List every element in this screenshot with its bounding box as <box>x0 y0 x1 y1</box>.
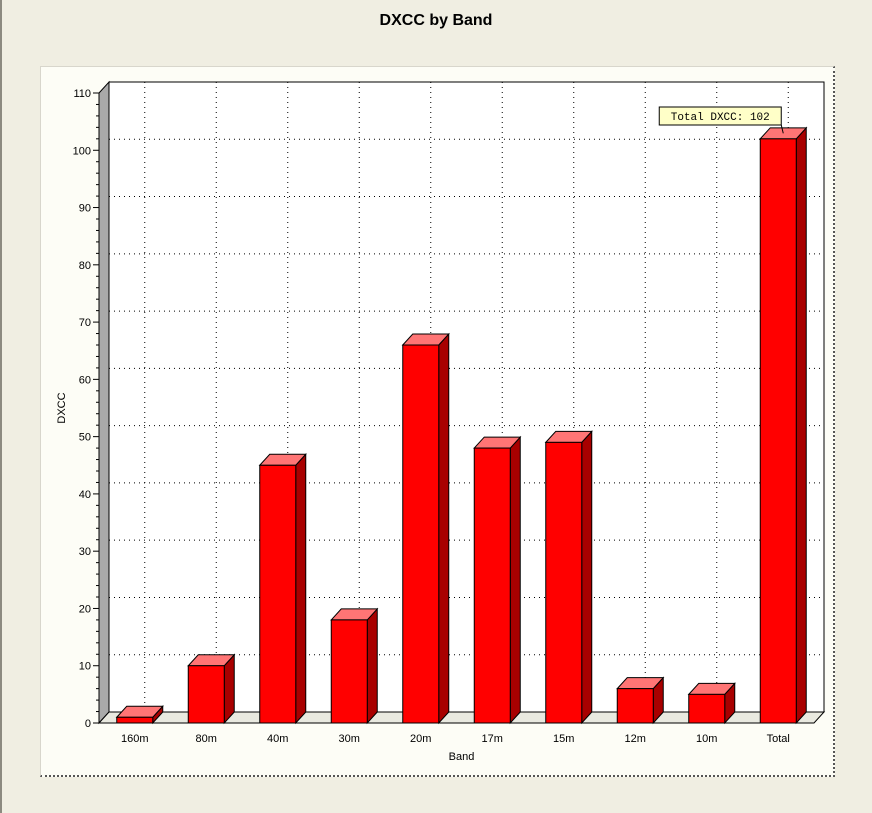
bar-30m <box>330 607 379 725</box>
bar-front <box>259 464 297 724</box>
annotation-label: Total DXCC: 102 <box>671 112 770 124</box>
y-tick-label: 40 <box>79 489 91 501</box>
bar-40m <box>258 452 307 725</box>
bar-front <box>616 688 654 724</box>
bar-side <box>438 332 450 725</box>
x-tick-label: 20m <box>410 733 431 745</box>
x-tick-label: 12m <box>625 733 646 745</box>
chart-walls <box>97 80 826 725</box>
chart-title: DXCC by Band <box>379 12 493 29</box>
y-tick-label: 60 <box>79 374 91 386</box>
y-tick-label: 90 <box>79 203 91 215</box>
y-axis-title: DXCC <box>56 392 68 423</box>
bars <box>115 126 808 725</box>
window-edge <box>0 0 2 813</box>
y-tick-label: 20 <box>79 603 91 615</box>
bar-side <box>223 653 235 725</box>
bar-side <box>581 430 593 725</box>
x-axis: 160m 80m 40m 30m 20m 17m 15m 12m 10m Total <box>99 722 814 745</box>
bar-80m <box>187 653 236 725</box>
x-tick-label: Total <box>767 733 790 745</box>
x-tick-label: 17m <box>482 733 503 745</box>
bar-side <box>795 126 807 725</box>
y-tick-label: 100 <box>73 145 91 157</box>
bar-front <box>688 693 726 724</box>
chart-panel: 0 10 20 30 40 50 60 70 80 90 100 110 160m 80m 40m 30m 2… <box>40 66 835 777</box>
x-axis-title: Band <box>449 751 475 763</box>
bar-15m <box>544 430 593 725</box>
bar-chart: 0 10 20 30 40 50 60 70 80 90 100 110 160m 80m 40m 30m 2… <box>56 80 826 763</box>
bar-front <box>330 619 368 724</box>
left-wall <box>98 80 110 725</box>
bar-front <box>187 665 225 724</box>
x-tick-label: 40m <box>267 733 288 745</box>
x-tick-label: 15m <box>553 733 574 745</box>
bar-total <box>759 126 808 725</box>
bar-front <box>473 447 511 724</box>
y-axis: 0 10 20 30 40 50 60 70 80 90 100 110 <box>73 88 100 730</box>
back-wall <box>108 81 825 713</box>
y-tick-label: 50 <box>79 432 91 444</box>
y-tick-label: 80 <box>79 260 91 272</box>
x-tick-label: 30m <box>339 733 360 745</box>
bar-front <box>402 344 440 724</box>
x-tick-label: 10m <box>696 733 717 745</box>
annotation-leader-line <box>780 124 784 134</box>
y-tick-label: 10 <box>79 661 91 673</box>
y-tick-label: 0 <box>85 718 91 730</box>
bar-12m <box>616 676 665 725</box>
y-tick-label: 70 <box>79 317 91 329</box>
bar-20m <box>401 332 450 725</box>
bar-side <box>366 607 378 725</box>
bar-front <box>545 441 583 724</box>
bar-side <box>509 435 521 725</box>
bar-160m <box>115 704 164 725</box>
bar-front <box>116 716 154 724</box>
total-annotation: Total DXCC: 102 <box>658 106 784 134</box>
bar-10m <box>687 682 736 725</box>
x-tick-label: 160m <box>121 733 149 745</box>
bar-17m <box>473 435 522 725</box>
y-tick-label: 110 <box>73 88 91 100</box>
annotation-box <box>658 106 782 126</box>
bar-front <box>759 138 797 724</box>
x-tick-label: 80m <box>196 733 217 745</box>
y-tick-label: 30 <box>79 546 91 558</box>
bar-side <box>295 452 307 725</box>
